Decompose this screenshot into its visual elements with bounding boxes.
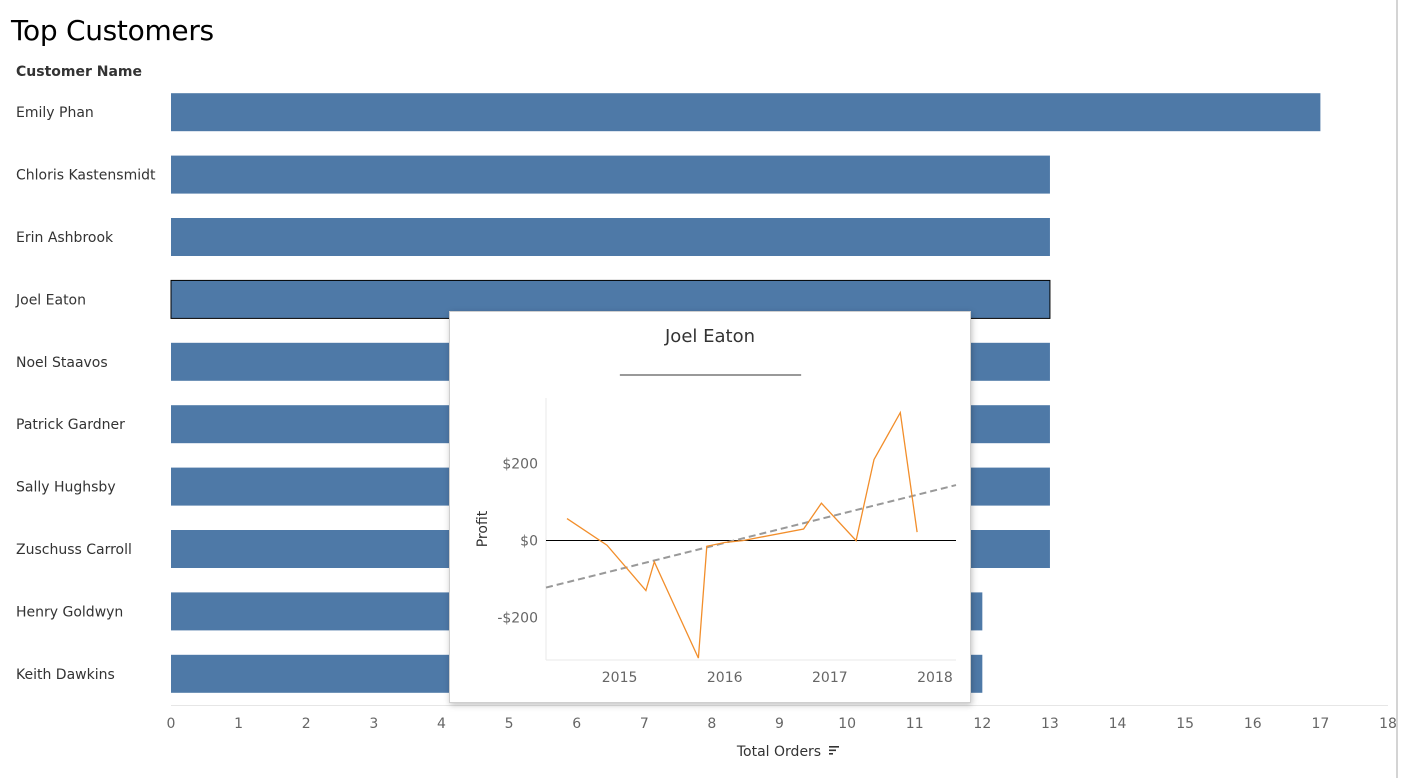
bar[interactable] bbox=[171, 218, 1050, 256]
sort-descending-icon[interactable] bbox=[829, 746, 839, 755]
y-tick-label: -$200 bbox=[497, 611, 538, 627]
row-label: Sally Hughsby bbox=[16, 480, 116, 496]
row-label: Joel Eaton bbox=[15, 292, 86, 308]
profit-series-line[interactable] bbox=[566, 410, 918, 659]
x-tick-label: 4 bbox=[437, 716, 446, 732]
x-tick-label: 2015 bbox=[602, 670, 638, 686]
row-label: Erin Ashbrook bbox=[16, 230, 114, 246]
x-axis-label[interactable]: Total Orders bbox=[736, 744, 821, 760]
x-tick-label: 17 bbox=[1311, 716, 1329, 732]
x-tick-label: 2016 bbox=[707, 670, 743, 686]
y-tick-label: $200 bbox=[502, 457, 538, 473]
bar[interactable] bbox=[171, 155, 1050, 194]
row-label: Noel Staavos bbox=[16, 355, 108, 371]
x-tick-label: 7 bbox=[640, 716, 649, 732]
x-tick-label: 2017 bbox=[812, 670, 848, 686]
row-label: Zuschuss Carroll bbox=[16, 542, 132, 558]
y-axis-label: Profit bbox=[475, 510, 491, 547]
row-header-customer-name: Customer Name bbox=[16, 64, 142, 80]
x-tick-label: 14 bbox=[1109, 716, 1127, 732]
x-tick-label: 1 bbox=[234, 716, 243, 732]
row-label: Henry Goldwyn bbox=[16, 604, 123, 620]
tooltip-divider: ______________________________ bbox=[620, 360, 801, 376]
row-label: Keith Dawkins bbox=[16, 667, 115, 683]
x-tick-label: 16 bbox=[1244, 716, 1262, 732]
x-tick-label: 15 bbox=[1176, 716, 1194, 732]
row-label: Patrick Gardner bbox=[16, 417, 125, 433]
row-label: Emily Phan bbox=[16, 105, 94, 121]
bar[interactable] bbox=[171, 93, 1321, 132]
x-tick-label: 3 bbox=[369, 716, 378, 732]
trend-line[interactable] bbox=[545, 484, 957, 589]
y-tick-label: $0 bbox=[520, 534, 538, 550]
page-title: Top Customers bbox=[11, 14, 214, 47]
x-tick-label: 12 bbox=[973, 716, 991, 732]
x-tick-label: 6 bbox=[572, 716, 581, 732]
x-tick-label: 11 bbox=[906, 716, 924, 732]
x-tick-label: 2018 bbox=[917, 670, 953, 686]
pane-divider bbox=[1396, 0, 1398, 778]
x-tick-label: 2 bbox=[302, 716, 311, 732]
x-tick-label: 5 bbox=[505, 716, 514, 732]
x-tick-label: 0 bbox=[167, 716, 176, 732]
profit-line-chart: -$200 $0 $200 2015 2016 2017 2018 Profit bbox=[475, 398, 957, 686]
tooltip-title: Joel Eaton bbox=[665, 326, 755, 347]
x-tick-label: 8 bbox=[707, 716, 716, 732]
tooltip-card: Joel Eaton _____________________________… bbox=[449, 311, 971, 703]
x-tick-label: 9 bbox=[775, 716, 784, 732]
x-tick-label: 18 bbox=[1379, 716, 1397, 732]
row-label: Chloris Kastensmidt bbox=[16, 168, 156, 184]
x-tick-label: 10 bbox=[838, 716, 856, 732]
x-tick-label: 13 bbox=[1041, 716, 1059, 732]
